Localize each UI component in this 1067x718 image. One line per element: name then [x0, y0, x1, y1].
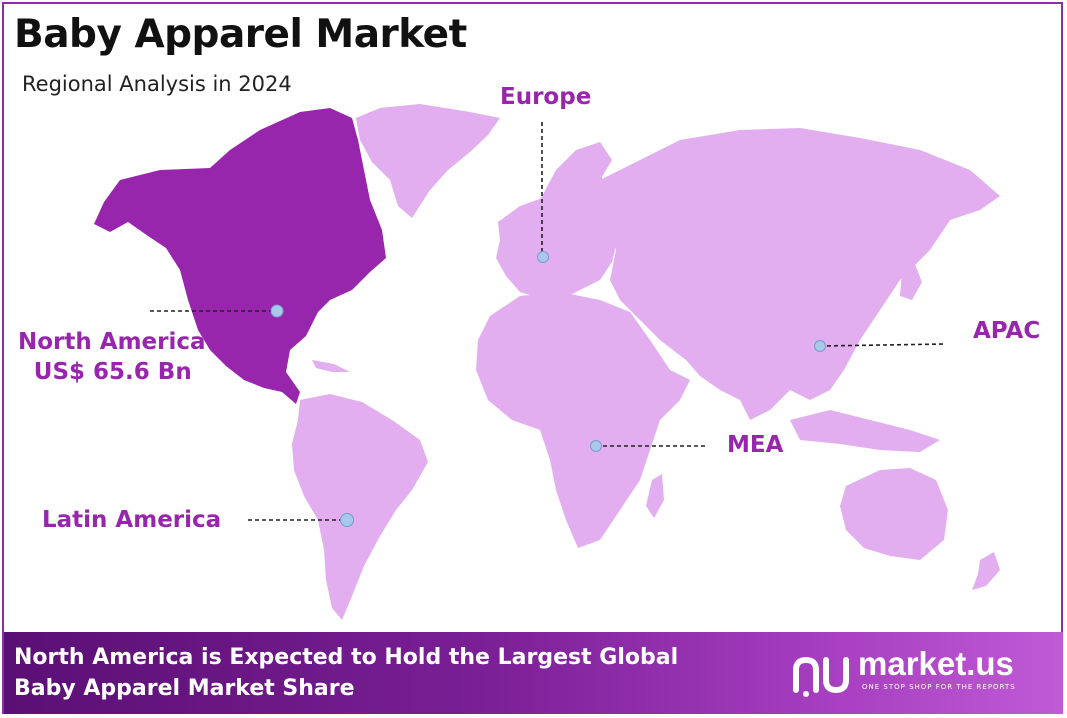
apac-leader	[819, 343, 947, 347]
asia-shape	[600, 128, 1000, 420]
north-america-label: North America US$ 65.6 Bn	[18, 327, 206, 387]
footer-text: North America is Expected to Hold the La…	[14, 642, 678, 704]
footer-line-1: North America is Expected to Hold the La…	[14, 645, 679, 670]
apac-label: APAC	[973, 318, 1041, 344]
scandinavia-shape	[540, 142, 612, 202]
apac-marker	[814, 340, 826, 352]
footer-line-2: Baby Apparel Market Share	[14, 676, 355, 701]
europe-marker	[537, 251, 549, 263]
logo-name: market.us	[858, 645, 1014, 682]
market-us-logo-icon	[793, 656, 849, 697]
new-zealand-shape	[972, 552, 1000, 590]
australia-shape	[840, 468, 948, 560]
north-america-shape	[94, 108, 386, 404]
africa-shape	[476, 292, 690, 548]
north-america-name: North America	[18, 329, 206, 355]
footer-banner: North America is Expected to Hold the La…	[4, 632, 1063, 714]
uk-shape	[508, 208, 528, 240]
page-subtitle: Regional Analysis in 2024	[22, 72, 292, 96]
europe-shape	[496, 170, 620, 300]
latin-america-label: Latin America	[42, 507, 222, 533]
latin-america-shape	[292, 394, 428, 620]
greenland-shape	[356, 104, 500, 218]
mea-label: MEA	[727, 432, 784, 458]
logo-tagline: ONE STOP SHOP FOR THE REPORTS	[862, 683, 1016, 691]
madagascar-shape	[646, 474, 664, 518]
north-america-marker	[270, 304, 284, 318]
page-title: Baby Apparel Market	[14, 12, 467, 57]
mea-marker	[590, 440, 602, 452]
caribbean-shape	[312, 360, 350, 372]
japan-shape	[900, 262, 922, 300]
latin-america-marker	[340, 513, 354, 527]
southeast-asia-shape	[790, 410, 940, 452]
north-america-value: US$ 65.6 Bn	[33, 359, 192, 385]
europe-label: Europe	[500, 84, 592, 110]
